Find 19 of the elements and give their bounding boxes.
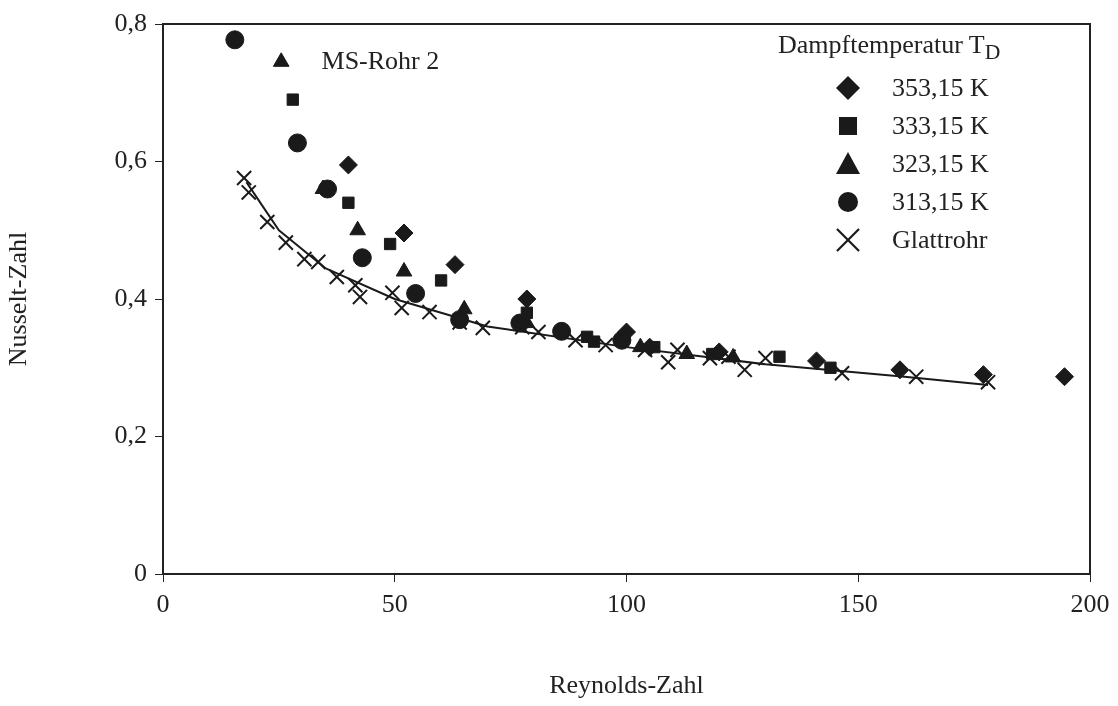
y-tick-label: 0 [134, 557, 147, 587]
x-tick-label: 150 [838, 589, 878, 619]
legend-title: Dampftemperatur T$_{D}$ [778, 30, 1001, 66]
y-tick-label: 0,2 [114, 420, 147, 450]
y-axis-title: Nusselt-Zahl [3, 231, 33, 367]
x-tick-label: 200 [1070, 589, 1110, 619]
y-tick-label: 0,8 [114, 7, 147, 37]
legend-label: 353,15 K [892, 73, 989, 104]
x-tick-label: 0 [156, 589, 170, 619]
legend-label: Glattrohr [892, 225, 988, 256]
legend-label: 323,15 K [892, 149, 989, 180]
legend-label: 333,15 K [892, 111, 989, 142]
y-tick-label: 0,4 [114, 282, 147, 312]
x-axis-title: Reynolds-Zahl [549, 670, 704, 700]
x-tick-label: 50 [381, 589, 408, 619]
x-tick-label: 100 [607, 589, 646, 619]
legend-label: 313,15 K [892, 187, 989, 218]
annotation: MS-Rohr 2 [321, 46, 440, 76]
y-tick-label: 0,6 [114, 145, 147, 175]
